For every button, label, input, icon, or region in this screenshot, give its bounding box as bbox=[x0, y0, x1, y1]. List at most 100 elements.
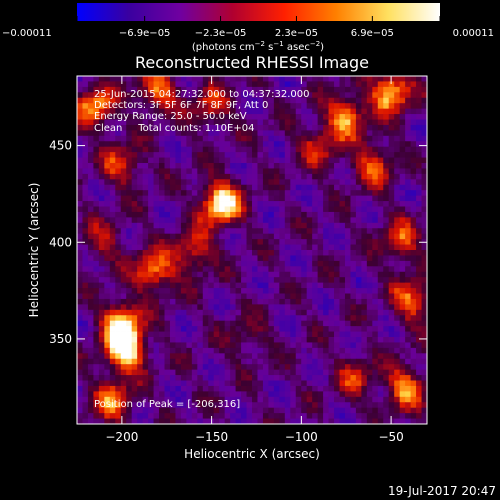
heatmap-cell bbox=[366, 418, 373, 425]
heatmap-cell bbox=[246, 233, 253, 240]
heatmap-cell bbox=[290, 157, 297, 164]
heatmap-cell bbox=[394, 179, 401, 186]
heatmap-cell bbox=[131, 255, 138, 262]
heatmap-cell bbox=[208, 402, 215, 409]
heatmap-cell bbox=[399, 119, 406, 126]
heatmap-cell bbox=[306, 135, 313, 142]
heatmap-cell bbox=[126, 342, 133, 349]
heatmap-cell bbox=[405, 304, 411, 311]
heatmap-cell bbox=[77, 277, 83, 284]
heatmap-cell bbox=[377, 76, 384, 82]
heatmap-cell bbox=[197, 244, 204, 251]
heatmap-cell bbox=[169, 179, 176, 186]
heatmap-cell bbox=[98, 184, 105, 191]
heatmap-cell bbox=[213, 255, 220, 262]
heatmap-cell bbox=[164, 255, 171, 262]
heatmap-cell bbox=[295, 217, 302, 224]
heatmap-cell bbox=[120, 135, 127, 142]
heatmap-cell bbox=[377, 326, 384, 332]
heatmap-cell bbox=[350, 119, 357, 126]
heatmap-cell bbox=[197, 130, 204, 137]
heatmap-cell bbox=[339, 358, 346, 365]
heatmap-cell bbox=[186, 97, 193, 104]
heatmap-cell bbox=[257, 271, 264, 278]
heatmap-cell bbox=[366, 288, 373, 294]
heatmap-cell bbox=[98, 375, 105, 381]
heatmap-cell bbox=[284, 380, 291, 387]
heatmap-cell bbox=[202, 163, 209, 169]
heatmap-cell bbox=[93, 255, 100, 262]
heatmap-cell bbox=[115, 222, 122, 229]
heatmap-cell bbox=[317, 201, 324, 207]
heatmap-cell bbox=[82, 76, 89, 82]
heatmap-cell bbox=[186, 320, 193, 327]
heatmap-cell bbox=[290, 119, 297, 126]
heatmap-cell bbox=[262, 146, 269, 153]
heatmap-cell bbox=[421, 418, 428, 425]
heatmap-cell bbox=[405, 250, 411, 256]
heatmap-cell bbox=[361, 375, 368, 381]
heatmap-cell bbox=[366, 331, 373, 338]
heatmap-cell bbox=[208, 114, 215, 120]
heatmap-cell bbox=[87, 217, 94, 224]
heatmap-cell bbox=[93, 76, 100, 82]
heatmap-cell bbox=[104, 152, 111, 158]
heatmap-cell bbox=[383, 347, 390, 354]
heatmap-cell bbox=[137, 331, 144, 338]
heatmap-cell bbox=[273, 255, 280, 262]
heatmap-cell bbox=[186, 233, 193, 240]
heatmap-cell bbox=[388, 358, 395, 365]
heatmap-cell bbox=[317, 119, 324, 126]
heatmap-cell bbox=[344, 195, 351, 202]
heatmap-cell bbox=[366, 130, 373, 137]
heatmap-cell bbox=[87, 250, 94, 256]
heatmap-cell bbox=[268, 358, 275, 365]
heatmap-cell bbox=[175, 277, 182, 284]
heatmap-cell bbox=[312, 97, 319, 104]
heatmap-cell bbox=[153, 184, 160, 191]
heatmap-cell bbox=[126, 239, 133, 245]
heatmap-cell bbox=[273, 81, 280, 88]
heatmap-cell bbox=[213, 353, 220, 360]
heatmap-cell bbox=[241, 407, 247, 414]
heatmap-cell bbox=[317, 320, 324, 327]
heatmap-cell bbox=[372, 266, 379, 273]
heatmap-cell bbox=[284, 358, 291, 365]
heatmap-cell bbox=[224, 119, 231, 126]
heatmap-cell bbox=[301, 86, 308, 93]
heatmap-cell bbox=[241, 201, 247, 207]
heatmap-cell bbox=[241, 206, 247, 213]
heatmap-cell bbox=[273, 288, 280, 294]
heatmap-cell bbox=[159, 141, 165, 148]
heatmap-cell bbox=[208, 260, 215, 267]
heatmap-cell bbox=[344, 76, 351, 82]
heatmap-cell bbox=[262, 413, 269, 419]
heatmap-cell bbox=[142, 353, 149, 360]
heatmap-cell bbox=[191, 103, 198, 110]
heatmap-cell bbox=[104, 163, 111, 169]
heatmap-cell bbox=[148, 119, 154, 126]
heatmap-cell bbox=[279, 92, 286, 99]
heatmap-cell bbox=[301, 271, 308, 278]
heatmap-cell bbox=[377, 331, 384, 338]
heatmap-cell bbox=[268, 293, 275, 300]
heatmap-cell bbox=[191, 418, 198, 425]
heatmap-cell bbox=[361, 119, 368, 126]
heatmap-cell bbox=[148, 92, 154, 99]
heatmap-cell bbox=[416, 92, 422, 99]
heatmap-cell bbox=[180, 135, 187, 142]
heatmap-cell bbox=[219, 396, 226, 403]
heatmap-cell bbox=[273, 124, 280, 131]
heatmap-cell bbox=[224, 266, 231, 273]
heatmap-cell bbox=[279, 201, 286, 207]
heatmap-cell bbox=[328, 228, 335, 235]
heatmap-cell bbox=[93, 288, 100, 294]
heatmap-cell bbox=[120, 380, 127, 387]
heatmap-cell bbox=[224, 103, 231, 110]
heatmap-cell bbox=[339, 309, 346, 316]
heatmap-cell bbox=[394, 141, 401, 148]
heatmap-cell bbox=[180, 222, 187, 229]
heatmap-cell bbox=[355, 173, 362, 180]
heatmap-cell bbox=[175, 233, 182, 240]
heatmap-cell bbox=[213, 81, 220, 88]
